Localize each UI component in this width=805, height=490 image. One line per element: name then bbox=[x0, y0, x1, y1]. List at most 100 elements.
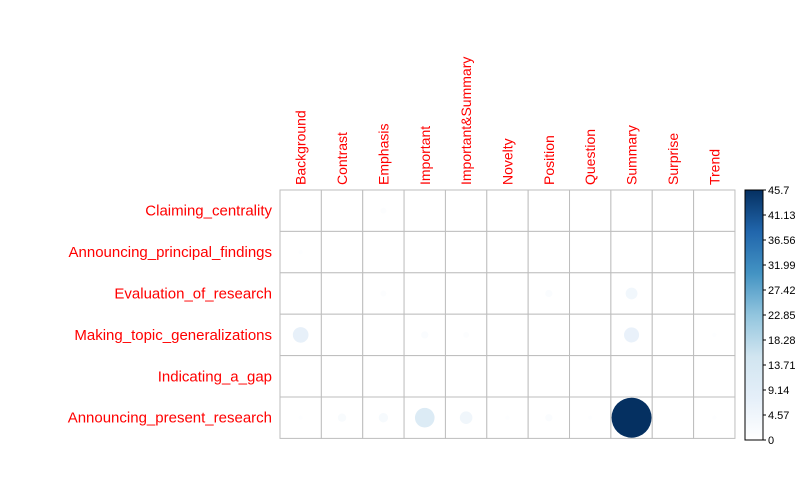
grid-cell bbox=[569, 355, 612, 398]
row-label: Making_topic_generalizations bbox=[74, 327, 272, 344]
grid-cell bbox=[320, 189, 364, 232]
grid-cell bbox=[486, 355, 529, 398]
colorbar-legend: 45.7 41.13 36.56 31.99 27.42 22.85 18.28 13.71 9… bbox=[744, 185, 796, 447]
column-label: Novelty bbox=[499, 138, 515, 185]
grid-cell bbox=[693, 355, 736, 398]
value-circle bbox=[545, 289, 553, 298]
value-circle bbox=[421, 331, 429, 339]
grid-cell bbox=[527, 355, 571, 398]
value-circle bbox=[378, 413, 389, 423]
column-label: Background bbox=[293, 110, 309, 185]
grid-cell bbox=[279, 189, 322, 232]
value-circle bbox=[712, 415, 717, 420]
grid-cell bbox=[651, 396, 695, 439]
row-label: Claiming_centrality bbox=[145, 203, 272, 220]
grid-cell bbox=[693, 189, 736, 232]
grid-cell bbox=[569, 272, 612, 315]
value-circle bbox=[545, 414, 553, 422]
colorbar-tick-label: 36.56 bbox=[768, 235, 796, 247]
grid-cell bbox=[693, 272, 736, 315]
colorbar-tick-label: 0 bbox=[768, 435, 774, 447]
grid-cell bbox=[486, 313, 529, 357]
row-labels: Claiming_centrality Announcing_principal_… bbox=[68, 203, 273, 427]
grid-cell bbox=[320, 272, 364, 315]
grid-cell bbox=[693, 230, 736, 274]
grid-cell bbox=[362, 230, 405, 274]
value-circle bbox=[414, 407, 435, 428]
value-circle bbox=[505, 415, 510, 420]
value-circle bbox=[298, 250, 303, 255]
column-label: Important bbox=[417, 126, 433, 185]
grid-cell bbox=[610, 189, 653, 232]
column-label: Contrast bbox=[334, 132, 350, 185]
value-circle bbox=[292, 327, 309, 343]
value-circle bbox=[624, 327, 640, 343]
grid-cell bbox=[444, 189, 488, 232]
row-label: Announcing_present_research bbox=[68, 410, 272, 427]
colorbar bbox=[744, 189, 764, 441]
grid-cell bbox=[527, 230, 571, 274]
row-label: Indicating_a_gap bbox=[158, 368, 272, 385]
row-label: Evaluation_of_research bbox=[114, 286, 272, 303]
grid-cell bbox=[610, 355, 653, 398]
grid-cell bbox=[279, 272, 322, 315]
grid-cell bbox=[569, 313, 612, 357]
grid-cell bbox=[403, 355, 446, 398]
colorbar-tick-label: 22.85 bbox=[768, 310, 796, 322]
colorbar-tick-label: 31.99 bbox=[768, 260, 796, 272]
value-circle bbox=[337, 413, 347, 422]
grid-cell bbox=[651, 189, 695, 232]
grid-cell bbox=[486, 230, 529, 274]
grid-cell bbox=[403, 272, 446, 315]
grid-cell bbox=[651, 313, 695, 357]
grid-cell bbox=[320, 313, 364, 357]
grid-cell bbox=[651, 230, 695, 274]
grid-cell bbox=[444, 355, 488, 398]
value-circle bbox=[625, 287, 638, 300]
grid-cell bbox=[403, 189, 446, 232]
cell-grid bbox=[279, 189, 736, 439]
grid-cell bbox=[486, 189, 529, 232]
grid-cell bbox=[362, 313, 405, 357]
value-circle bbox=[298, 415, 303, 420]
grid-cell bbox=[403, 230, 446, 274]
value-circle bbox=[712, 332, 717, 337]
value-circle bbox=[380, 207, 387, 214]
grid-cell bbox=[610, 230, 653, 274]
value-circle bbox=[463, 331, 470, 338]
row-label: Announcing_principal_findings bbox=[69, 244, 272, 261]
grid-cell bbox=[279, 355, 322, 398]
colorbar-tick-label: 9.14 bbox=[768, 385, 789, 397]
colorbar-tick-label: 18.28 bbox=[768, 335, 796, 347]
colorbar-tick-label: 13.71 bbox=[768, 360, 796, 372]
value-circles bbox=[292, 207, 717, 438]
colorbar-tick-label: 27.42 bbox=[768, 285, 796, 297]
grid-cell bbox=[569, 189, 612, 232]
colorbar-tick-label: 41.13 bbox=[768, 210, 796, 222]
grid-cell bbox=[403, 396, 446, 439]
grid-cell bbox=[527, 313, 571, 357]
column-label: Surprise bbox=[665, 133, 681, 185]
column-label: Question bbox=[582, 129, 598, 185]
grid-cell bbox=[444, 230, 488, 274]
grid-cell bbox=[320, 355, 364, 398]
column-label: Summary bbox=[624, 125, 640, 185]
value-circle bbox=[380, 290, 387, 297]
grid-cell bbox=[362, 355, 405, 398]
column-labels: Background Contrast Emphasis Important Impor… bbox=[293, 57, 723, 185]
grid-cell bbox=[651, 355, 695, 398]
colorbar-tick-label: 45.7 bbox=[768, 185, 789, 197]
grid-cell bbox=[569, 230, 612, 274]
grid-cell bbox=[651, 272, 695, 315]
column-label: Trend bbox=[706, 149, 722, 185]
grid-cell bbox=[444, 313, 488, 357]
grid-cell bbox=[486, 272, 529, 315]
value-circle bbox=[459, 411, 473, 424]
column-label: Position bbox=[541, 135, 557, 185]
value-circle bbox=[611, 397, 652, 438]
column-label: Emphasis bbox=[375, 124, 391, 185]
column-label: Important&Summary bbox=[458, 57, 474, 185]
grid-cell bbox=[444, 272, 488, 315]
value-circle bbox=[588, 415, 593, 420]
